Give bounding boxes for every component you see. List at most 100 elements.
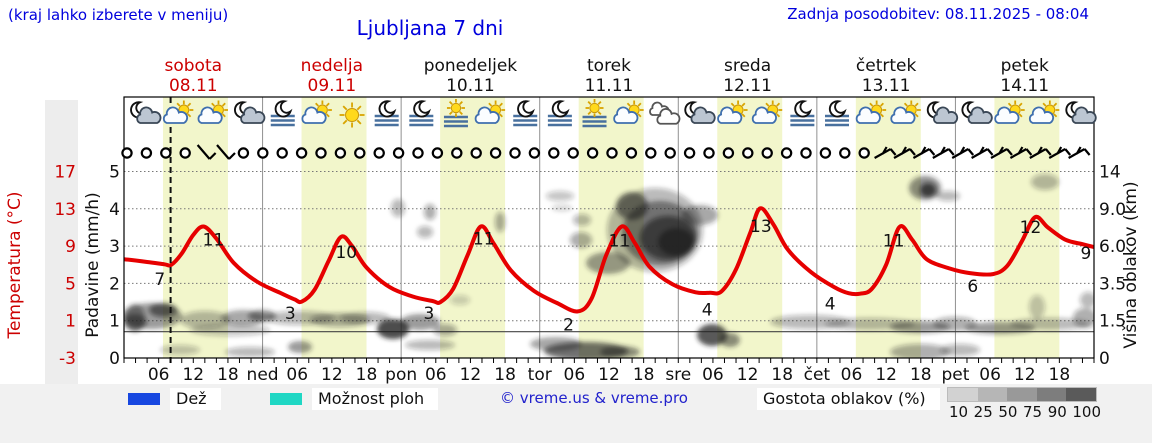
gradient-stop-value: 100: [1072, 403, 1101, 421]
svg-text:06: 06: [564, 365, 586, 385]
wind-calm-icon: [509, 147, 521, 159]
weather-moon-cloud-icon: [961, 101, 993, 124]
svg-text:18: 18: [633, 365, 655, 385]
weather-sun-fog-icon: [582, 99, 607, 128]
copyright-link[interactable]: © vreme.us & vreme.pro: [500, 389, 688, 407]
x-axis-labels: 06 12 18 06 12 18 06 12 18 06 12 18 06 12 18 06 12 18 06 12…: [148, 365, 1070, 385]
day-name: nedelja: [301, 56, 363, 76]
cloud-axis-values: 14 9.0 6.0 3.5 1.5 0: [1099, 163, 1126, 370]
precip-axis-values: 5 4 3 2 1 0: [109, 163, 120, 370]
wind-calm-icon: [121, 147, 133, 159]
precip-axis-title: Padavine (mm/h): [83, 192, 103, 337]
weather-sun-cloud-icon: [751, 100, 783, 124]
wind-calm-icon: [722, 147, 735, 159]
svg-text:4: 4: [825, 295, 836, 315]
wind-barb-icon: [1009, 146, 1033, 159]
wind-calm-icon: [664, 147, 676, 159]
svg-text:06: 06: [286, 365, 308, 385]
wind-calm-icon: [257, 147, 269, 159]
svg-text:06: 06: [148, 365, 170, 385]
menu-hint: (kraj lahko izberete v meniju): [8, 6, 229, 24]
svg-text:12: 12: [598, 365, 620, 385]
wind-barb-icon: [874, 146, 897, 159]
wind-calm-icon: [586, 147, 599, 159]
last-update: Zadnja posodobitev: 08.11.2025 - 08:04: [787, 5, 1089, 23]
wind-calm-icon: [489, 147, 502, 159]
svg-text:12: 12: [182, 365, 204, 385]
wind-calm-icon: [528, 147, 541, 159]
weather-sun-cloud-icon: [162, 100, 194, 124]
wind-calm-icon: [761, 147, 773, 159]
weather-moon-cloud-icon: [1065, 101, 1097, 124]
wind-barb-icon: [990, 146, 1013, 159]
day-date: 13.11: [862, 76, 911, 96]
rain-swatch: [128, 393, 160, 405]
svg-text:13: 13: [750, 217, 772, 237]
wind-calm-icon: [548, 147, 560, 159]
svg-text:čet: čet: [804, 365, 831, 385]
weather-sun-cloud-icon: [717, 100, 748, 124]
wind-calm-icon: [451, 147, 463, 159]
svg-text:18: 18: [910, 365, 932, 385]
weather-sun-cloud-icon: [1028, 100, 1060, 124]
day-name: petek: [1001, 56, 1049, 76]
temp-axis-values: 17 13 9 5 1 -3: [54, 163, 76, 370]
x-axis: [123, 358, 1095, 363]
gradient-segment: [1066, 388, 1096, 401]
wind-calm-icon: [295, 147, 308, 159]
svg-text:sre: sre: [665, 365, 691, 385]
wind-calm-icon: [373, 147, 385, 159]
day-date: 09.11: [308, 76, 357, 96]
day-name: ponedeljek: [424, 56, 518, 76]
svg-text:12: 12: [737, 365, 759, 385]
wind-calm-icon: [567, 147, 579, 159]
svg-text:9.0: 9.0: [1099, 200, 1126, 220]
weather-sun-cloud-icon: [890, 100, 921, 124]
svg-text:5: 5: [109, 163, 120, 183]
svg-text:-3: -3: [59, 349, 76, 369]
weather-sun-cloud-icon: [197, 100, 228, 124]
svg-text:0: 0: [1099, 349, 1110, 369]
svg-text:12: 12: [1014, 365, 1036, 385]
wind-calm-icon: [392, 147, 405, 159]
day-name: četrtek: [856, 56, 917, 76]
wind-calm-icon: [276, 147, 288, 159]
weather-moon-cloud-icon: [684, 101, 716, 124]
svg-text:4: 4: [702, 301, 713, 321]
left-axis-strip: [45, 100, 78, 384]
wind-calm-icon: [742, 147, 754, 159]
svg-text:9: 9: [65, 237, 76, 257]
gradient-stop-value: 10: [949, 403, 969, 421]
wind-symbols: [121, 144, 1091, 160]
weather-moon-fog-icon: [270, 100, 295, 127]
svg-text:0: 0: [109, 349, 120, 369]
gradient-stop-value: 90: [1047, 403, 1067, 421]
svg-text:ned: ned: [247, 365, 279, 385]
wind-calm-icon: [780, 147, 793, 159]
gradient-stop-value: 75: [1023, 403, 1043, 421]
wind-barb-icon: [971, 146, 994, 159]
legend: Dež Možnost ploh © vreme.us & vreme.pro …: [0, 387, 1152, 423]
weather-moon-fog-icon: [825, 100, 849, 127]
svg-text:06: 06: [841, 365, 863, 385]
wind-calm-icon: [839, 147, 851, 159]
svg-text:3.5: 3.5: [1099, 274, 1126, 294]
gradient-segment: [977, 388, 1008, 401]
day-date: 14.11: [1000, 76, 1049, 96]
gradient-segment: [948, 388, 978, 401]
svg-text:11: 11: [473, 229, 495, 249]
wind-calm-icon: [237, 147, 250, 159]
day-name: sreda: [724, 56, 771, 76]
wind-barb-icon: [1029, 146, 1052, 159]
wind-barb-icon: [1048, 146, 1072, 159]
gradient-stop-value: 50: [998, 403, 1018, 421]
weather-icons: [130, 99, 1097, 128]
wind-barb-icon: [893, 146, 916, 159]
wind-barb-icon: [951, 146, 975, 159]
cloud-density-values: 10 25 50 75 90 100: [949, 403, 1101, 421]
weather-sun-cloud-icon: [474, 100, 506, 124]
page-title: Ljubljana 7 dni: [356, 16, 504, 40]
temp-axis-title: Temperatura (°C): [5, 191, 25, 339]
cloud-axis-title: Višina oblakov (km): [1121, 181, 1141, 348]
